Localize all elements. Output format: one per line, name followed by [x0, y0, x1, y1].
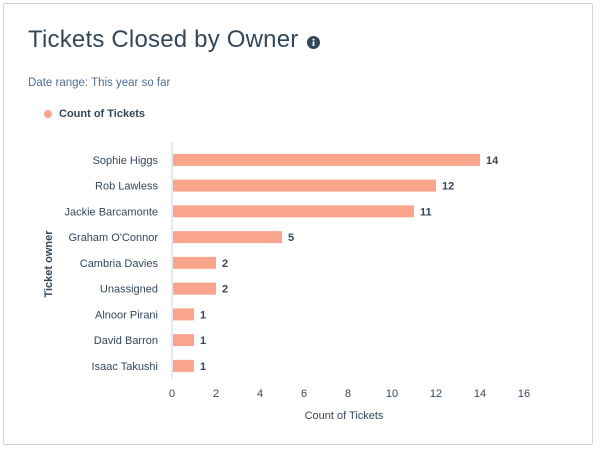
- legend[interactable]: Count of Tickets: [44, 108, 145, 120]
- data-label: 12: [442, 181, 454, 193]
- info-circle-icon[interactable]: [307, 35, 321, 49]
- x-tick-label: 10: [386, 388, 398, 400]
- data-label: 1: [200, 335, 206, 347]
- bar[interactable]: [173, 256, 216, 269]
- bar[interactable]: [173, 179, 436, 192]
- x-axis-title: Count of Tickets: [305, 410, 384, 422]
- y-tick-label: Jackie Barcamonte: [64, 206, 158, 218]
- y-tick-label: Rob Lawless: [95, 181, 158, 193]
- data-label: 14: [486, 155, 499, 167]
- x-tick-label: 14: [474, 388, 486, 400]
- x-tick-label: 0: [169, 388, 175, 400]
- y-tick-label: Graham O'Connor: [68, 232, 158, 244]
- y-tick-label: Isaac Takushi: [92, 361, 158, 373]
- legend-swatch: [44, 110, 52, 118]
- bar[interactable]: [173, 231, 282, 244]
- x-tick-label: 16: [518, 388, 530, 400]
- legend-label: Count of Tickets: [59, 108, 145, 120]
- y-tick-label: Alnoor Pirani: [95, 309, 158, 321]
- bar[interactable]: [173, 205, 414, 218]
- y-tick-label: Cambria Davies: [80, 258, 159, 270]
- x-tick-label: 12: [430, 388, 442, 400]
- bar[interactable]: [173, 153, 480, 166]
- y-tick-label: David Barron: [94, 335, 158, 347]
- data-label: 2: [222, 258, 228, 270]
- date-range: Date range: This year so far: [28, 77, 171, 89]
- bar[interactable]: [173, 359, 194, 372]
- data-label: 11: [420, 206, 432, 218]
- bar[interactable]: [173, 334, 194, 347]
- y-tick-label: Unassigned: [100, 284, 158, 296]
- x-tick-label: 4: [257, 388, 263, 400]
- bar[interactable]: [173, 308, 194, 321]
- x-tick-label: 6: [301, 388, 307, 400]
- x-tick-label: 8: [345, 388, 351, 400]
- y-tick-label: Sophie Higgs: [93, 155, 159, 167]
- data-label: 1: [200, 309, 206, 321]
- data-label: 5: [288, 232, 294, 244]
- x-tick-label: 2: [213, 388, 219, 400]
- y-axis-title: Ticket owner: [43, 230, 55, 298]
- chart-title: Tickets Closed by Owner: [28, 26, 299, 53]
- data-label: 1: [200, 361, 206, 373]
- title-row: Tickets Closed by Owner: [28, 26, 321, 54]
- chart-card: Tickets Closed by Owner Date range: This…: [3, 3, 593, 445]
- data-label: 2: [222, 284, 228, 296]
- bar[interactable]: [173, 282, 216, 295]
